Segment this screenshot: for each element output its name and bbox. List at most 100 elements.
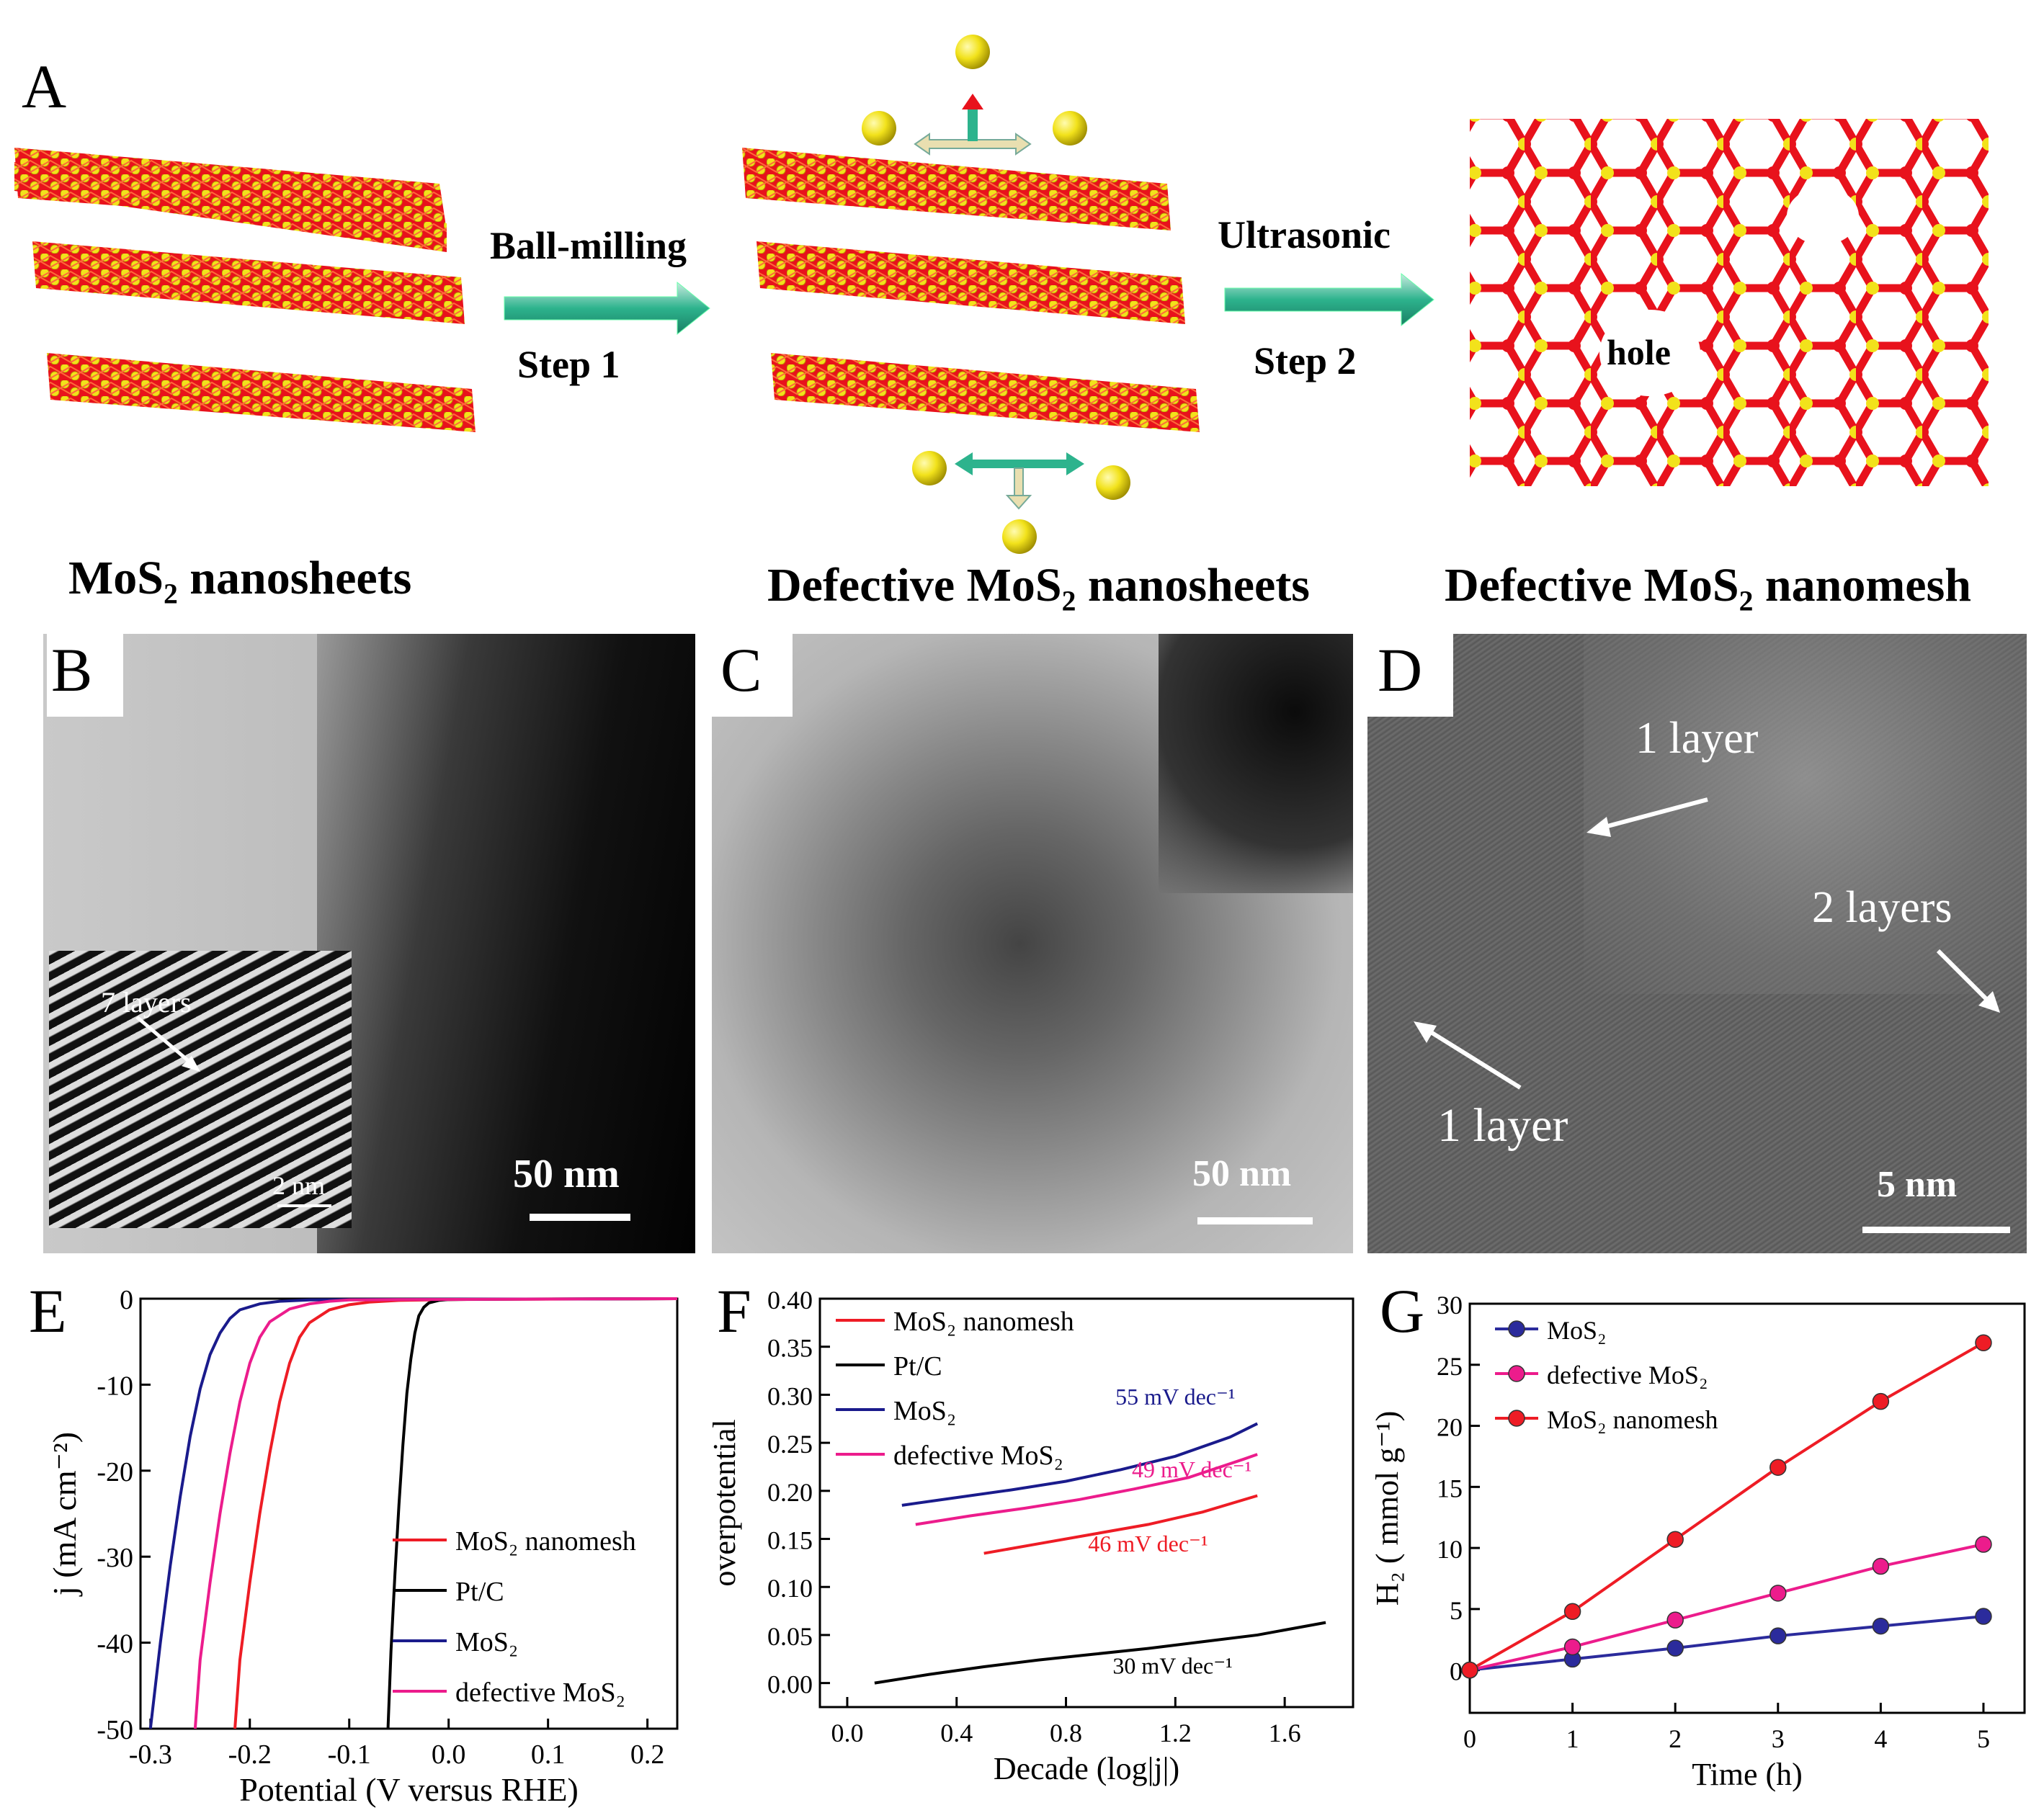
x-tick-label: 2 <box>1669 1724 1682 1753</box>
y-tick-label: 0.30 <box>767 1382 813 1410</box>
data-point <box>1666 1611 1684 1629</box>
panel-c-scale: 50 nm <box>1192 1153 1292 1194</box>
data-point <box>1975 1608 1992 1625</box>
x-axis-label: Decade (log|j|) <box>994 1751 1179 1786</box>
step1-bottom-label: Step 1 <box>517 343 620 386</box>
legend-entry: MoS₂ nanomesh <box>1547 1405 1718 1434</box>
panel-d-label: D <box>1367 634 1453 717</box>
y-tick-label: 0.35 <box>767 1334 813 1363</box>
hole-label: hole <box>1607 332 1671 372</box>
series-line-3 <box>915 1453 1258 1526</box>
legend-entry: MoS₂ <box>455 1627 518 1657</box>
data-point <box>1666 1531 1684 1548</box>
y-tick-label: 20 <box>1437 1413 1463 1442</box>
panel-b-inset <box>49 951 352 1228</box>
panel-d-annot-2layers: 2 layers <box>1812 883 1952 932</box>
y-tick-label: 0 <box>1450 1657 1463 1686</box>
series-line-0 <box>233 1297 678 1729</box>
x-tick-label: 1.2 <box>1159 1719 1192 1747</box>
series-line-2 <box>1469 1341 1984 1672</box>
panel-b-inset-scale: 2 nm <box>272 1171 326 1200</box>
y-tick-label: -30 <box>97 1543 133 1573</box>
panel-d-scale: 5 nm <box>1877 1164 1958 1205</box>
x-tick-label: 0.8 <box>1050 1719 1082 1747</box>
x-axis-label: Potential (V versus RHE) <box>239 1771 579 1808</box>
series-line-1 <box>1469 1543 1984 1672</box>
plot-frame <box>818 1297 1355 1709</box>
y-axis-label: overpotential <box>707 1419 742 1586</box>
legend-entry: MoS₂ nanomesh <box>893 1307 1074 1337</box>
y-tick-label: 0.25 <box>767 1430 813 1459</box>
panel-d-arrow-2 <box>1936 949 2000 1013</box>
legend-entry: defective MoS₂ <box>893 1441 1063 1471</box>
panel-c-tem-image <box>712 634 1353 1253</box>
legend-entry: defective MoS₂ <box>1547 1361 1708 1389</box>
series-line-3 <box>193 1297 678 1729</box>
x-tick-label: 0.4 <box>940 1719 973 1747</box>
panel-f-label: F <box>717 1276 751 1345</box>
panel-c-scalebar <box>1197 1217 1313 1224</box>
series-line-0 <box>1469 1615 1984 1672</box>
legend-entry: MoS₂ <box>1547 1316 1607 1345</box>
panel-a-diagram <box>14 35 1989 554</box>
sulfur-spheres <box>862 35 1130 554</box>
x-tick-label: 0.0 <box>432 1739 466 1770</box>
panel-d-annot-1layer-bottom: 1 layer <box>1437 1099 1568 1152</box>
data-point <box>1563 1638 1581 1656</box>
y-tick-label: 0.15 <box>767 1526 813 1555</box>
panel-d-arrow-3 <box>1414 1021 1522 1090</box>
step2-top-label: Ultrasonic <box>1218 213 1391 256</box>
caption-defective-nanosheets: Defective MoS₂ nanosheets <box>767 559 1310 612</box>
panel-b-label: B <box>47 634 123 717</box>
legend-entry: MoS₂ nanomesh <box>455 1526 636 1557</box>
step1-arrow <box>504 281 710 336</box>
y-tick-label: 30 <box>1437 1291 1463 1320</box>
y-tick-label: 0 <box>120 1285 133 1315</box>
x-tick-label: 1.6 <box>1269 1719 1301 1747</box>
y-tick-label: -10 <box>97 1371 133 1401</box>
y-axis-label: j (mA cm⁻²) <box>46 1432 83 1597</box>
slope-annotation: 46 mV dec⁻¹ <box>1088 1531 1208 1557</box>
panel-b-tem-image <box>43 634 695 1253</box>
series-line-0 <box>983 1494 1258 1555</box>
y-tick-label: -40 <box>97 1629 133 1660</box>
slope-annotation: 30 mV dec⁻¹ <box>1112 1652 1232 1678</box>
panel-d-arrow-1 <box>1586 797 1708 837</box>
data-point <box>1769 1627 1787 1644</box>
legend-entry: MoS₂ <box>893 1396 956 1426</box>
data-point <box>1769 1585 1787 1602</box>
defective-mos2-layers <box>742 148 1200 432</box>
chart-e: -0.3 -0.2 -0.1 0.0 0.1 0.2 0 -10 -20 -30 -40 -50 Pot… <box>46 1285 679 1808</box>
panel-e-label: E <box>29 1276 67 1345</box>
data-point <box>1872 1617 1890 1635</box>
x-tick-label: -0.1 <box>328 1739 371 1770</box>
panel-b-scale: 50 nm <box>513 1152 620 1196</box>
slope-annotation: 49 mV dec⁻¹ <box>1132 1456 1251 1482</box>
panel-d-scalebar <box>1862 1227 2010 1233</box>
mos2-layers <box>14 148 476 432</box>
step2-arrow <box>1224 272 1434 327</box>
data-point <box>1666 1639 1684 1657</box>
legend-entry: Pt/C <box>893 1351 942 1382</box>
x-tick-label: -0.2 <box>228 1739 272 1770</box>
data-point <box>1975 1334 1992 1352</box>
series-line-1 <box>874 1621 1326 1685</box>
panel-g-label: G <box>1380 1276 1425 1345</box>
legend-marker <box>1508 1320 1525 1338</box>
x-tick-label: 1 <box>1566 1724 1579 1753</box>
y-axis-label: H₂ ( mmol g⁻¹) <box>1370 1411 1405 1606</box>
step1-top-label: Ball-milling <box>490 224 687 267</box>
panel-b-inset-scalebar <box>277 1204 331 1207</box>
legend-marker <box>1508 1365 1525 1382</box>
panel-b-scalebar <box>530 1214 630 1221</box>
x-tick-label: 0.0 <box>831 1719 863 1747</box>
x-tick-label: 0.2 <box>630 1739 665 1770</box>
data-point <box>1461 1661 1478 1679</box>
x-tick-label: 3 <box>1772 1724 1785 1753</box>
y-tick-label: 0.05 <box>767 1622 813 1651</box>
chart-g: 0 1 2 3 4 5 0 5 10 15 20 25 30 Time (h) H₂ ( mmol g⁻¹)… <box>1370 1291 2026 1792</box>
y-tick-label: 15 <box>1437 1474 1463 1503</box>
panel-b-inset-arrow <box>135 1016 200 1072</box>
defect-arrows <box>914 94 1084 510</box>
x-tick-label: 5 <box>1977 1724 1990 1753</box>
